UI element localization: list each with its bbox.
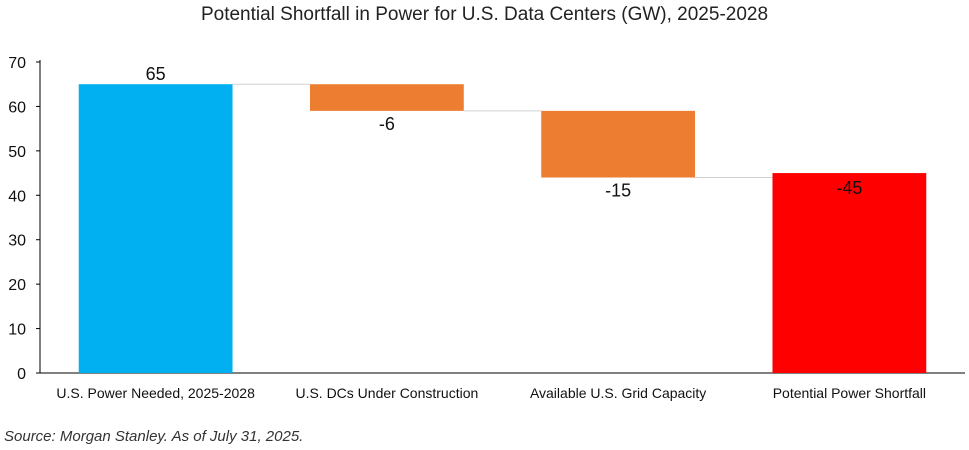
y-tick-label: 0 [17,366,26,383]
y-tick-label: 30 [8,233,26,250]
y-tick-label: 50 [8,144,26,161]
source-note: Source: Morgan Stanley. As of July 31, 2… [4,428,304,445]
data-label: -45 [836,178,862,198]
y-tick-label: 10 [8,322,26,339]
category-label: U.S. DCs Under Construction [295,385,478,401]
bar-3 [541,110,696,178]
bar-1 [78,84,233,373]
bar-2 [309,84,464,111]
bar-4 [772,173,927,373]
y-tick-label: 70 [8,55,26,72]
y-tick-label: 20 [8,277,26,294]
data-label: -15 [605,181,631,201]
y-tick-label: 60 [8,99,26,116]
category-label: Available U.S. Grid Capacity [530,385,706,401]
data-label: 65 [146,64,166,84]
y-tick-label: 40 [8,188,26,205]
data-label: -6 [379,114,395,134]
chart-title: Potential Shortfall in Power for U.S. Da… [200,4,769,25]
category-label: U.S. Power Needed, 2025-2028 [56,385,255,401]
category-label: Potential Power Shortfall [773,385,926,401]
